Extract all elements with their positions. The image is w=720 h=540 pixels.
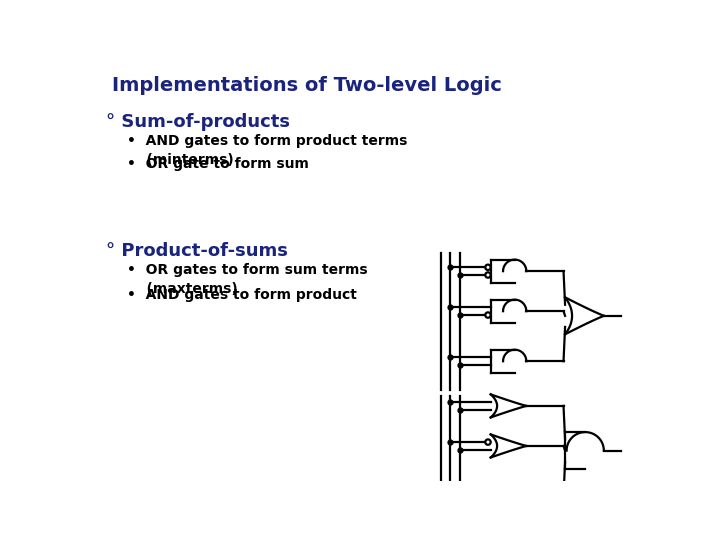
Text: •  AND gates to form product terms
    (minterms): • AND gates to form product terms (minte… (127, 134, 408, 166)
Text: •  OR gate to form sum: • OR gate to form sum (127, 157, 309, 171)
Text: •  AND gates to form product: • AND gates to form product (127, 288, 357, 302)
Text: ° Sum-of-products: ° Sum-of-products (106, 112, 289, 131)
Text: •  OR gates to form sum terms
    (maxterms): • OR gates to form sum terms (maxterms) (127, 264, 368, 296)
Text: Implementations of Two-level Logic: Implementations of Two-level Logic (112, 76, 502, 96)
Text: ° Product-of-sums: ° Product-of-sums (106, 242, 287, 260)
